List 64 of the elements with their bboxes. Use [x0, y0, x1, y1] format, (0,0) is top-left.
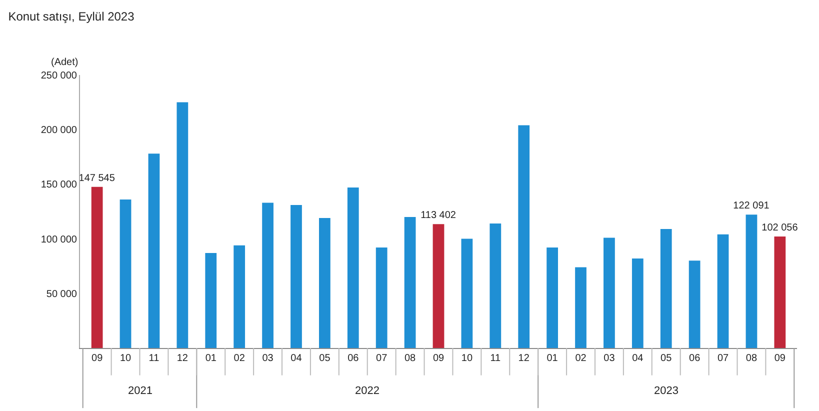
x-tick-label: 10 [461, 353, 473, 364]
data-label: 147 545 [78, 172, 116, 184]
x-tick-label: 11 [148, 353, 160, 364]
x-tick-label: 05 [319, 353, 331, 364]
chart-title: Konut satışı, Eylül 2023 [8, 10, 135, 24]
bar [774, 236, 786, 348]
x-tick-label: 01 [546, 353, 558, 364]
x-tick-label: 09 [92, 353, 104, 364]
x-tick-label: 09 [774, 353, 786, 364]
bar [376, 248, 388, 348]
bar [518, 125, 530, 348]
x-tick-label: 12 [518, 353, 530, 364]
bar [319, 218, 330, 348]
text: 2021 [128, 385, 152, 397]
x-tick-label: 04 [632, 353, 644, 364]
y-axis-title: (Adet) [51, 57, 78, 68]
y-tick-label: 150 000 [40, 180, 78, 191]
y-tick-label: 200 000 [40, 125, 78, 136]
bar [688, 260, 700, 348]
text: 2022 [355, 385, 380, 397]
bar [660, 228, 672, 348]
bar [546, 248, 558, 348]
bar [717, 234, 729, 348]
x-tick-label: 12 [176, 353, 188, 364]
x-tick-label: 02 [575, 353, 587, 364]
bar [604, 238, 615, 348]
bar [632, 258, 644, 348]
bar [461, 238, 473, 348]
x-tick-label: 03 [604, 353, 616, 364]
x-tick-label: 06 [689, 353, 701, 364]
x-tick-label: 07 [376, 353, 388, 364]
text: 2023 [654, 385, 678, 397]
x-tick-label: 02 [234, 353, 246, 364]
data-label: 122 091 [733, 200, 770, 212]
bar [148, 154, 160, 348]
x-tick-label: 07 [717, 353, 730, 364]
x-tick-label: 09 [432, 353, 444, 364]
bar [290, 204, 302, 348]
y-tick-label: 100 000 [40, 234, 78, 246]
bar [91, 186, 103, 348]
bar [575, 267, 586, 348]
data-label: 113 402 [420, 210, 456, 222]
x-tick-label: 11 [490, 353, 502, 364]
bar [432, 224, 444, 348]
x-tick-label: 03 [262, 353, 274, 364]
bar [234, 245, 246, 348]
x-tick-label: 08 [746, 353, 758, 364]
data-label: 102 056 [762, 222, 798, 234]
bar [347, 187, 359, 348]
bar [404, 216, 416, 348]
bar [205, 253, 217, 348]
y-tick-label: 250 000 [40, 70, 78, 82]
x-tick-label: 04 [290, 353, 302, 364]
x-tick-label: 08 [404, 353, 416, 364]
x-tick-label: 01 [205, 353, 217, 364]
bar [262, 202, 274, 348]
bar [490, 224, 502, 348]
x-tick-label: 06 [348, 353, 360, 364]
x-tick-label: 05 [660, 353, 672, 364]
bar [746, 214, 758, 348]
bar [176, 102, 188, 348]
bar [120, 199, 132, 348]
x-tick-label: 10 [120, 353, 132, 364]
y-tick-label: 50 000 [46, 288, 78, 300]
